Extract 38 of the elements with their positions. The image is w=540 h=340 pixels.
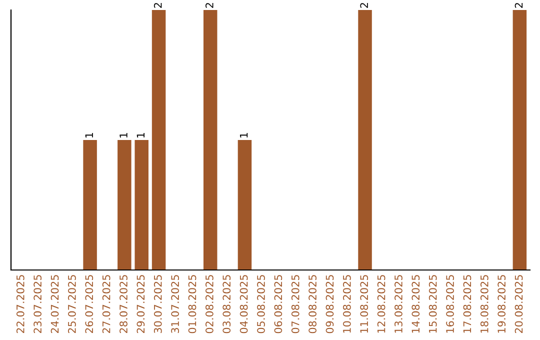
x-tick-label: 06.08.2025 <box>274 275 282 334</box>
x-tick-label: 07.08.2025 <box>291 275 300 334</box>
x-tick-label: 28.07.2025 <box>120 275 128 334</box>
x-tick-label: 14.08.2025 <box>412 275 420 333</box>
x-tick-label: 25.07.2025 <box>68 275 76 334</box>
x-tick-label: 20.08.2025 <box>514 275 523 334</box>
x-tick-label: 11.08.2025 <box>360 275 368 333</box>
data-label: 1 <box>240 132 248 138</box>
data-label: 2 <box>205 3 214 8</box>
x-tick-label: 08.08.2025 <box>308 275 316 334</box>
x-tick-label: 29.07.2025 <box>136 275 145 334</box>
x-tick-label: 15.08.2025 <box>428 275 437 333</box>
x-tick-label: 24.07.2025 <box>50 275 59 334</box>
x-tick-label: 30.07.2025 <box>154 275 162 334</box>
x-tick-label: 31.07.2025 <box>171 275 180 334</box>
x-tick-label: 26.07.2025 <box>85 275 94 334</box>
x-tick-label: 04.08.2025 <box>240 275 248 334</box>
x-tick-label: 17.08.2025 <box>463 275 472 333</box>
x-tick-label: 18.08.2025 <box>480 275 488 333</box>
x-tick-label: 19.08.2025 <box>498 275 506 333</box>
x-tick-label: 13.08.2025 <box>394 275 402 333</box>
x-tick-label: 09.08.2025 <box>326 275 334 334</box>
x-tick-label: 27.07.2025 <box>102 275 110 334</box>
x-tick-label: 02.08.2025 <box>205 275 214 334</box>
x-tick-label: 23.07.2025 <box>34 275 42 334</box>
data-label: 1 <box>120 132 128 138</box>
data-label: 2 <box>360 3 368 8</box>
x-tick-label: 01.08.2025 <box>188 275 196 334</box>
x-tick-label: 16.08.2025 <box>446 275 454 333</box>
data-label: 1 <box>136 132 144 138</box>
data-label: 2 <box>514 3 523 8</box>
data-label: 2 <box>154 3 162 8</box>
x-tick-label: 03.08.2025 <box>222 275 231 334</box>
data-label: 1 <box>85 132 93 138</box>
x-tick-label: 10.08.2025 <box>342 275 351 333</box>
x-tick-label: 22.07.2025 <box>16 275 24 334</box>
x-tick-label: 12.08.2025 <box>377 275 386 333</box>
x-tick-label: 05.08.2025 <box>257 275 265 334</box>
